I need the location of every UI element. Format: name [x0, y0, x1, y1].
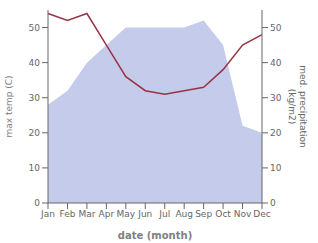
svg-text:Oct: Oct	[215, 209, 231, 219]
svg-text:Aug: Aug	[175, 209, 193, 219]
svg-text:30: 30	[270, 93, 282, 103]
svg-text:Mar: Mar	[78, 209, 95, 219]
svg-text:Jul: Jul	[158, 209, 170, 219]
svg-text:0: 0	[34, 198, 40, 208]
svg-text:10: 10	[29, 163, 41, 173]
svg-text:Sep: Sep	[195, 209, 212, 219]
svg-text:Jun: Jun	[137, 209, 152, 219]
svg-text:med. precipitation(kg/m2): med. precipitation(kg/m2)	[287, 65, 308, 147]
svg-text:Feb: Feb	[59, 209, 75, 219]
svg-text:max temp (C): max temp (C)	[8, 75, 14, 137]
svg-text:Dec: Dec	[253, 209, 270, 219]
svg-text:0: 0	[270, 198, 276, 208]
svg-text:Apr: Apr	[99, 209, 115, 219]
svg-text:20: 20	[270, 128, 282, 138]
svg-text:May: May	[117, 209, 136, 219]
svg-text:40: 40	[29, 58, 41, 68]
svg-text:50: 50	[270, 23, 282, 33]
svg-text:50: 50	[29, 23, 41, 33]
svg-text:40: 40	[270, 58, 282, 68]
svg-text:20: 20	[29, 128, 41, 138]
svg-text:Jan: Jan	[40, 209, 55, 219]
svg-text:date (month): date (month)	[118, 230, 192, 241]
svg-text:Nov: Nov	[234, 209, 252, 219]
svg-text:30: 30	[29, 93, 41, 103]
svg-text:10: 10	[270, 163, 282, 173]
